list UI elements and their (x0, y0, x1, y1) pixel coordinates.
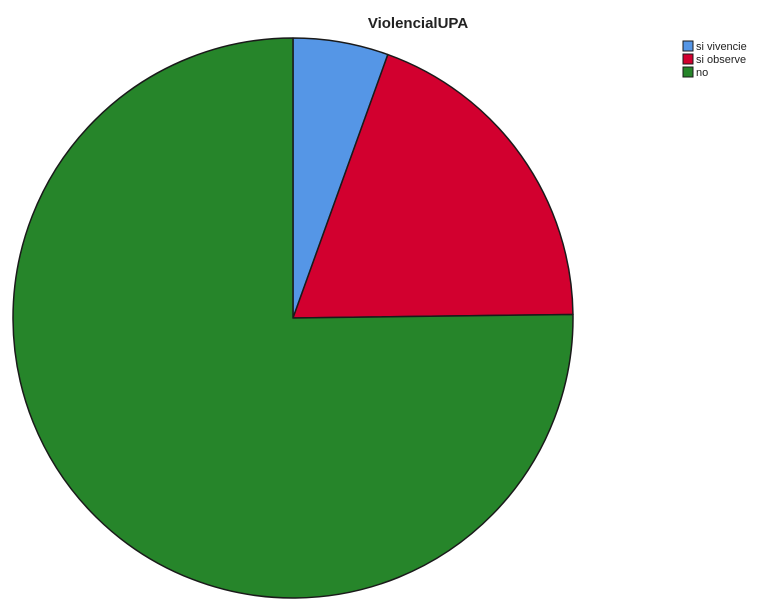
legend-swatch-no (682, 66, 694, 78)
pie-slices (12, 37, 574, 599)
legend-swatch-si-observe (682, 53, 694, 65)
legend-label-no: no (696, 67, 708, 79)
legend-label-si-observe: si observe (696, 54, 746, 66)
legend-swatch-si-vivencie (682, 40, 694, 52)
chart-title: ViolencialUPA (368, 15, 468, 32)
legend-label-si-vivencie: si vivencie (696, 41, 747, 53)
pie-slice-no (12, 37, 574, 599)
pie-slice-si-observe (292, 53, 574, 319)
